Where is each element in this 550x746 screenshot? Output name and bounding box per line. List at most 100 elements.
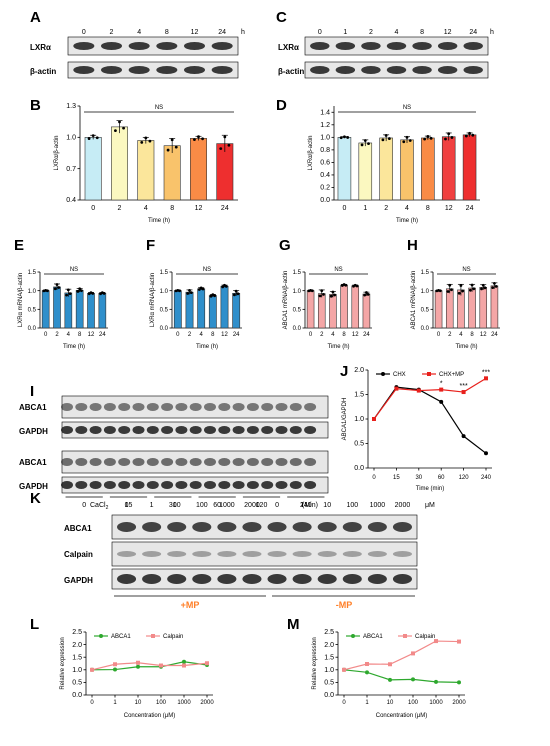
chart-b-data-point [118,120,121,124]
blot-a-lane-label: 12 [191,29,199,36]
unit-label-i: (Min) [302,502,318,509]
chart-j-y-tick-label: 2.0 [354,367,364,374]
chart-f-data-point [186,292,190,295]
chart-l-x-tick-label: 0 [90,700,94,706]
blot-k-lane-label: 1000 [370,502,386,509]
chart-h-x-tick-label: 0 [437,332,441,338]
chart-b-bar [111,126,128,201]
chart-j-significance: *** [482,369,490,376]
blot-i-band [261,481,274,489]
chart-l-y-axis-label: Relative expression [60,637,66,689]
chart-h-data-point [446,290,450,293]
treatment-name: CaCl [90,502,106,509]
chart-b-x-tick-label: 12 [195,205,203,212]
blot-i-band [118,426,131,434]
blot-i-band [261,458,274,466]
chart-b-bar [190,138,207,201]
panel-label-c: C [276,9,287,26]
chart-g-x-tick-label: 0 [309,332,313,338]
blot-abca1-k [111,514,418,540]
blot-i-band [261,426,274,434]
chart-f-bar [173,290,182,329]
chart-f-bar [197,288,206,329]
chart-h-data-point [472,287,476,291]
chart-m-y-axis-label: Relative expression [312,637,318,689]
chart-f-x-tick-label: 8 [211,332,215,338]
chart-j-y-tick-label: 1.0 [354,416,364,423]
chart-m-y-tick-label: 2.5 [324,629,334,636]
blot-c-lane-label: 8 [420,29,424,36]
blot-k-band [242,551,262,557]
blot-i-band [103,481,116,489]
blot-i-band [275,458,288,466]
blot-c-band [386,66,407,74]
blot-c-band [310,42,330,50]
blot-i-group-label: 0 [82,502,86,509]
chart-g-data-point [310,289,314,293]
chart-l-legend-label: Calpain [163,634,183,640]
chart-l-marker [136,664,140,669]
chart-m-marker [411,651,415,656]
blot-bactin-a [67,61,239,79]
chart-b-x-tick-label: 8 [170,205,174,212]
blot-i-band [75,481,88,489]
chart-j-marker [484,451,488,456]
chart-b-annotation: NS [155,105,163,111]
chart-e-y-tick-label: 1.0 [28,289,37,295]
chart-j-x-tick-label: 30 [415,475,422,481]
chart-e-x-axis-label: Time (h) [63,344,85,350]
chart-b-data-point [95,136,99,140]
blot-k-band [292,522,312,532]
chart-e-bar [98,292,107,329]
unit-label-c: h [490,29,494,36]
blot-i-band [232,426,245,434]
blot-k-band [117,551,137,557]
blot-i-band [146,403,159,411]
chart-h-bar [434,290,443,329]
blot-c-band [412,42,432,50]
blot-i-band [189,458,202,466]
blot-i-band [189,426,202,434]
chart-d-x-axis-label: Time (h) [396,218,418,224]
chart-g-y-axis-label: ABCA1 mRNA/β-actin [283,271,289,330]
chart-h-data-point [481,283,485,287]
chart-g-bar [351,285,360,329]
chart-h-data-point [493,282,496,285]
chart-l-y-tick-label: 2.5 [72,629,82,636]
chart-h-x-tick-label: 2 [448,332,452,338]
chart-d-y-tick-label: 0.4 [320,172,330,179]
blot-i-band [246,426,259,434]
chart-b-y-tick-label: 1.0 [66,135,76,142]
chart-m-series-line [343,669,460,683]
blot-i-band [275,481,288,489]
chart-m-marker [457,639,461,644]
chart-h-x-tick-label: 8 [470,332,474,338]
chart-d-y-tick-label: 0.2 [320,185,330,192]
chart-e-data-point [78,287,82,291]
chart-e-data-point [53,287,57,291]
chart-f-data-point [209,294,213,298]
chart-l-y-tick-label: 2.0 [72,642,82,649]
chart-b-x-tick-label: 0 [91,205,95,212]
blot-k-lane-label: 0 [125,502,129,509]
blot-i-group-label: 15 [125,502,133,509]
chart-m-x-tick-label: 10 [387,700,394,706]
chart-m-y-tick-label: 0.0 [324,692,334,699]
chart-h-bar [445,288,454,329]
chart-d-x-tick-label: 2 [384,205,388,212]
chart-d-data-point [450,136,454,139]
blot-a-band [156,42,178,50]
chart-h-bar [490,285,499,329]
chart-b-bar [137,140,155,201]
blot-i-band [204,458,216,466]
blot-i-group-label: 60 [213,502,221,509]
chart-m-x-tick-label: 1000 [429,700,443,706]
chart-j-x-tick-label: 15 [393,475,400,481]
blot-i-band [132,426,145,434]
blot-i-band [204,403,216,411]
chart-j-marker [461,434,466,439]
chart-l-x-tick-label: 100 [156,700,167,706]
chart-b-data-point [166,148,170,152]
chart-l-x-tick-label: 1 [113,700,117,706]
blot-a-lane-label: 0 [82,29,86,36]
